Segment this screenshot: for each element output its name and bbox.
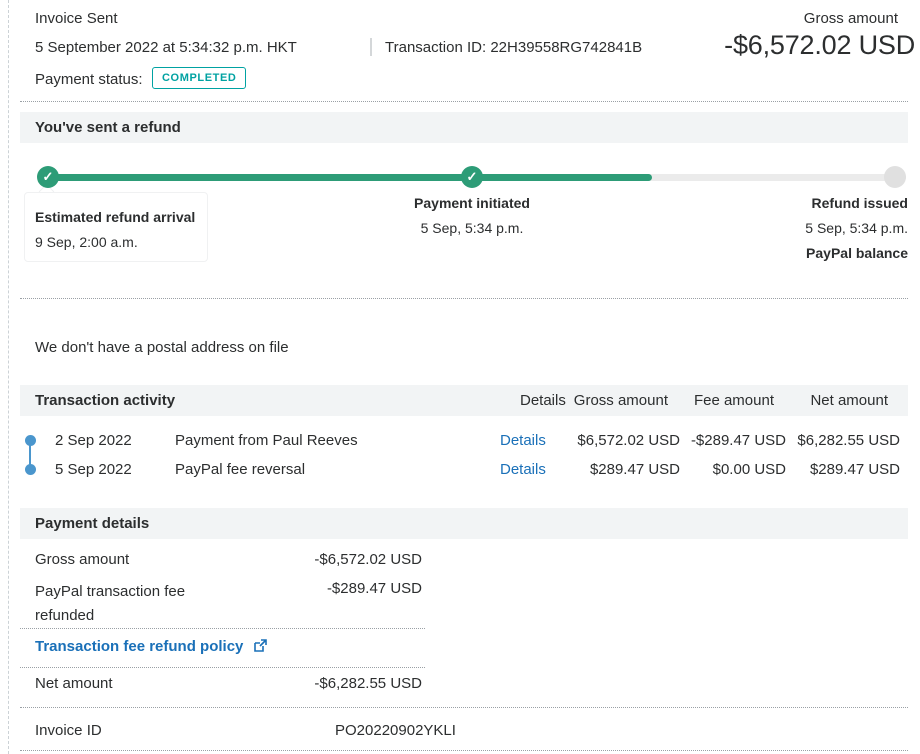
activity-fee: -$289.47 USD (690, 432, 786, 449)
transaction-id-value: 22H39558RG742841B (490, 39, 643, 56)
table-row: 2 Sep 2022 Payment from Paul Reeves Deta… (0, 426, 920, 455)
activity-gross: $6,572.02 USD (577, 432, 680, 449)
activity-header-bar: Transaction activity Details Gross amoun… (20, 385, 908, 416)
timeline-connector (29, 441, 31, 469)
left-dashed-border (8, 0, 9, 754)
step-estimated-arrival-date: 9 Sep, 2:00 a.m. (35, 234, 138, 250)
payment-status-label: Payment status: (35, 71, 143, 88)
transaction-datetime: 5 September 2022 at 5:34:32 p.m. HKT (35, 39, 297, 56)
check-icon: ✓ (42, 169, 54, 184)
gross-amount-value: -$6,572.02 USD (724, 30, 915, 60)
progress-fill (40, 174, 652, 181)
separator (20, 750, 908, 751)
payment-details-title: Payment details (20, 508, 908, 539)
step-refund-issued-source: PayPal balance (806, 245, 908, 261)
pd-gross-value: -$6,572.02 USD (314, 551, 422, 568)
check-icon: ✓ (466, 169, 478, 184)
separator (20, 628, 425, 629)
separator (20, 707, 908, 708)
activity-date: 5 Sep 2022 (55, 461, 132, 478)
separator (20, 101, 908, 102)
fee-refund-policy-label: Transaction fee refund policy (35, 638, 244, 655)
step-node-payment-initiated: ✓ (461, 166, 483, 188)
step-node-refund-issued (884, 166, 906, 188)
page-title: Invoice Sent (35, 10, 118, 27)
refund-section-title: You've sent a refund (20, 112, 908, 143)
transaction-id-label: Transaction ID: (385, 39, 487, 56)
postal-address-notice: We don't have a postal address on file (35, 339, 289, 356)
timeline-dot (25, 435, 36, 446)
timeline-dot (25, 464, 36, 475)
column-header-net: Net amount (810, 392, 888, 409)
separator (20, 667, 425, 668)
column-header-gross: Gross amount (573, 392, 668, 409)
pd-gross-label: Gross amount (35, 551, 130, 568)
pd-net-value: -$6,282.55 USD (314, 675, 422, 692)
details-link[interactable]: Details (500, 461, 546, 478)
activity-section-title: Transaction activity (35, 392, 176, 409)
invoice-id-label: Invoice ID (35, 722, 102, 739)
fee-refund-policy-link[interactable]: Transaction fee refund policy (35, 638, 267, 657)
pd-fee-value: -$289.47 USD (326, 580, 422, 597)
pd-net-label: Net amount (35, 675, 113, 692)
step-refund-issued-date: 5 Sep, 5:34 p.m. (805, 220, 908, 236)
activity-net: $6,282.55 USD (797, 432, 900, 449)
activity-fee: $0.00 USD (712, 461, 786, 478)
gross-amount-label: Gross amount (803, 10, 898, 27)
step-node-refund-sent: ✓ (37, 166, 59, 188)
step-payment-initiated-label: Payment initiated (414, 195, 530, 211)
step-refund-issued-label: Refund issued (811, 195, 908, 211)
external-link-icon (253, 639, 267, 657)
transaction-id-row: Transaction ID: 22H39558RG742841B (385, 39, 642, 56)
activity-net: $289.47 USD (809, 461, 900, 478)
step-payment-initiated-date: 5 Sep, 5:34 p.m. (420, 220, 524, 236)
activity-description: PayPal fee reversal (175, 461, 306, 478)
column-header-fee: Fee amount (693, 392, 774, 409)
activity-description: Payment from Paul Reeves (175, 432, 358, 449)
table-row: 5 Sep 2022 PayPal fee reversal Details $… (0, 455, 920, 484)
estimated-arrival-tooltip (24, 192, 208, 262)
details-link[interactable]: Details (500, 432, 546, 449)
pd-fee-label: PayPal transaction fee refunded (35, 583, 186, 624)
separator (20, 298, 908, 299)
invoice-id-value: PO20220902YKLI (335, 722, 456, 739)
status-badge: COMPLETED (152, 67, 247, 89)
column-header-details: Details (520, 392, 566, 409)
activity-date: 2 Sep 2022 (55, 432, 132, 449)
header-divider (370, 38, 372, 56)
activity-gross: $289.47 USD (589, 461, 680, 478)
step-estimated-arrival-label: Estimated refund arrival (35, 209, 196, 225)
